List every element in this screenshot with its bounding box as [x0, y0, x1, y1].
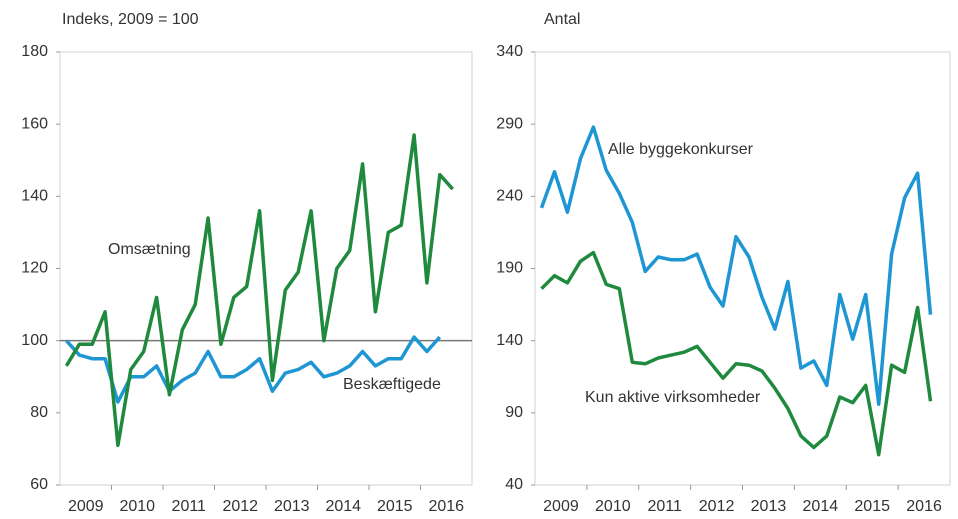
x-tick-label: 2012 — [222, 498, 258, 515]
x-tick-label: 2012 — [699, 498, 735, 515]
series-line — [540, 250, 933, 457]
x-tick-label: 2015 — [854, 498, 890, 515]
x-tick-label: 2014 — [803, 498, 839, 515]
y-tick-label: 80 — [30, 404, 48, 421]
axis-label: Indeks, 2009 = 100 — [62, 11, 199, 28]
y-tick-label: 340 — [496, 43, 523, 60]
series-label: Alle byggekonkurser — [608, 141, 754, 158]
y-tick-label: 100 — [21, 332, 48, 349]
y-tick-label: 240 — [496, 188, 523, 205]
x-tick-label: 2011 — [647, 498, 682, 515]
y-tick-label: 140 — [21, 188, 48, 205]
series-label: Kun aktive virksomheder — [585, 389, 761, 406]
x-tick-label: 2010 — [119, 498, 155, 515]
y-tick-label: 140 — [496, 332, 523, 349]
plot-frame — [534, 51, 951, 486]
x-tick-label: 2009 — [68, 498, 104, 515]
y-tick-label: 290 — [496, 115, 523, 132]
x-tick-label: 2013 — [751, 498, 787, 515]
y-tick-label: 40 — [505, 476, 523, 493]
y-tick-label: 190 — [496, 260, 523, 277]
series-label: Beskæftigede — [343, 376, 441, 393]
x-tick-label: 2013 — [274, 498, 310, 515]
x-tick-label: 2009 — [543, 498, 579, 515]
y-tick-label: 60 — [30, 476, 48, 493]
series-line — [539, 125, 933, 406]
x-tick-label: 2015 — [377, 498, 413, 515]
y-tick-label: 120 — [21, 260, 48, 277]
series-line — [64, 133, 455, 448]
y-tick-label: 90 — [505, 404, 523, 421]
y-tick-label: 160 — [21, 115, 48, 132]
y-tick-label: 180 — [21, 43, 48, 60]
x-tick-label: 2011 — [172, 498, 207, 515]
x-tick-label: 2014 — [325, 498, 361, 515]
x-tick-label: 2016 — [906, 498, 942, 515]
series-label: Omsætning — [108, 241, 191, 258]
x-tick-label: 2010 — [595, 498, 631, 515]
axis-label: Antal — [544, 11, 580, 28]
x-tick-label: 2016 — [428, 498, 464, 515]
